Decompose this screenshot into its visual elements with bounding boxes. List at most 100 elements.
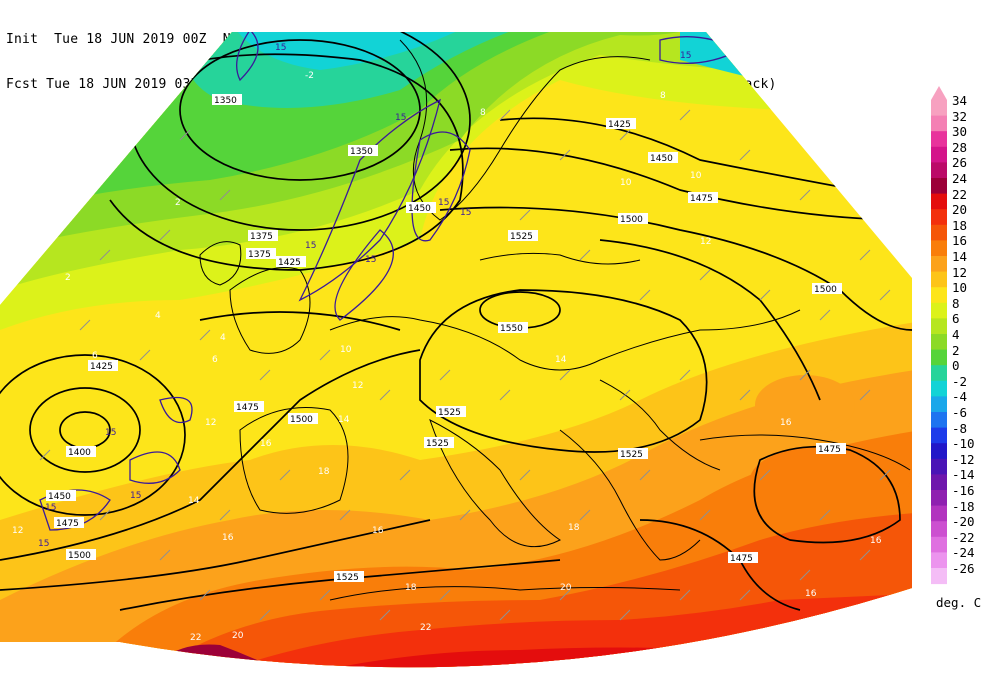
height-label: 1350 [350,147,373,157]
height-label: 1450 [650,154,673,164]
legend-level-label: 30 [952,124,968,140]
height-label: 1500 [620,215,643,225]
legend-level-label: -10 [952,436,975,452]
height-label: 1375 [250,232,273,242]
wind-contours [39,32,742,531]
legend-swatch [931,209,947,226]
wind-label: 15 [438,198,449,208]
temp-label: 22 [190,633,201,643]
temp-label: 6 [212,355,218,365]
legend-level-label: -22 [952,529,975,545]
legend-swatch [931,536,947,553]
height-label: 1525 [620,450,643,460]
legend-level-label: -8 [952,420,968,436]
legend-color-bar [931,86,947,585]
temp-label: 14 [338,415,350,425]
legend-swatch [931,552,947,569]
legend-swatch [931,396,947,413]
height-label: 1475 [690,194,713,204]
legend-level-label: -20 [952,514,975,530]
legend-swatch [931,490,947,507]
height-label: 1475 [818,445,841,455]
temp-label: 6 [92,351,98,361]
legend-level-label: 24 [952,171,968,186]
legend-swatch [931,474,947,491]
legend-level-label: 28 [952,139,968,155]
legend-units: deg. C [936,595,982,610]
legend-level-label: -18 [952,498,975,514]
legend-level-label: 2 [952,342,960,358]
wind-label: 15 [45,503,56,513]
legend-swatch [931,162,947,179]
height-label: 1425 [90,362,113,372]
temp-label: 2 [65,273,71,283]
legend-swatch [931,443,947,460]
temp-label: 2 [175,198,181,208]
temp-label: 16 [870,536,882,546]
legend-level-label: -2 [952,373,968,389]
height-label: 1475 [56,519,79,529]
legend-level-label: 18 [952,217,968,233]
height-label: 1500 [290,415,313,425]
legend-swatch [931,380,947,397]
legend-level-label: 14 [952,249,968,264]
legend-swatch [931,146,947,163]
temp-label: 20 [232,631,244,641]
temp-label: 12 [352,381,363,391]
temp-label: 10 [620,178,632,188]
legend-level-label: 32 [952,108,968,124]
legend-level-label: 4 [952,327,960,342]
legend-level-label: -16 [952,483,975,498]
temp-label: 14 [188,496,200,506]
legend-level-label: -6 [952,405,968,420]
temp-label: 18 [318,467,330,477]
temp-label: 16 [780,418,792,428]
height-label: 1550 [500,324,523,334]
legend-swatch [931,568,947,585]
legend-swatch [931,505,947,522]
legend-swatch [931,178,947,195]
temperature-labels: -2 2 2 4 4 6 6 8 8 10 10 10 12 12 12 12 … [12,71,882,643]
legend-swatch [931,271,947,288]
legend-swatch [931,349,947,366]
wind-label: 15 [305,241,316,251]
legend-swatch [931,427,947,444]
legend-swatch [931,100,947,117]
height-label: 1500 [814,285,837,295]
legend-level-label: -14 [952,467,975,483]
height-label: 1450 [48,492,71,502]
legend-swatch [931,224,947,241]
legend-top-arrow [931,86,947,100]
temp-label: 16 [260,439,272,449]
legend-swatch [931,115,947,132]
temp-label: 16 [222,533,234,543]
wind-label: 15 [395,113,406,123]
legend-level-label: 0 [952,358,960,374]
legend-swatch [931,131,947,148]
temp-label: 8 [480,108,486,118]
temp-label: 12 [700,237,711,247]
legend-swatch [931,365,947,382]
legend-swatch [931,318,947,335]
wind-label: 15 [460,208,471,218]
legend-level-label: 12 [952,264,968,280]
legend-level-label: -24 [952,545,975,561]
temp-label: 4 [155,311,161,321]
temp-label: 18 [405,583,417,593]
legend-swatch [931,193,947,210]
height-label: 1525 [438,408,461,418]
height-label: 1475 [730,554,753,564]
legend-level-label: 34 [952,93,968,108]
legend-swatch [931,256,947,273]
temp-label: 12 [205,418,216,428]
wind-label: 15 [680,51,691,61]
legend-level-label: -26 [952,561,975,576]
temp-label: 22 [420,623,431,633]
legend-swatch [931,412,947,429]
legend-level-label: 16 [952,233,968,249]
temp-label: 10 [690,171,702,181]
legend-swatch [931,521,947,538]
height-label: 1450 [408,204,431,214]
temp-label: 8 [660,91,666,101]
